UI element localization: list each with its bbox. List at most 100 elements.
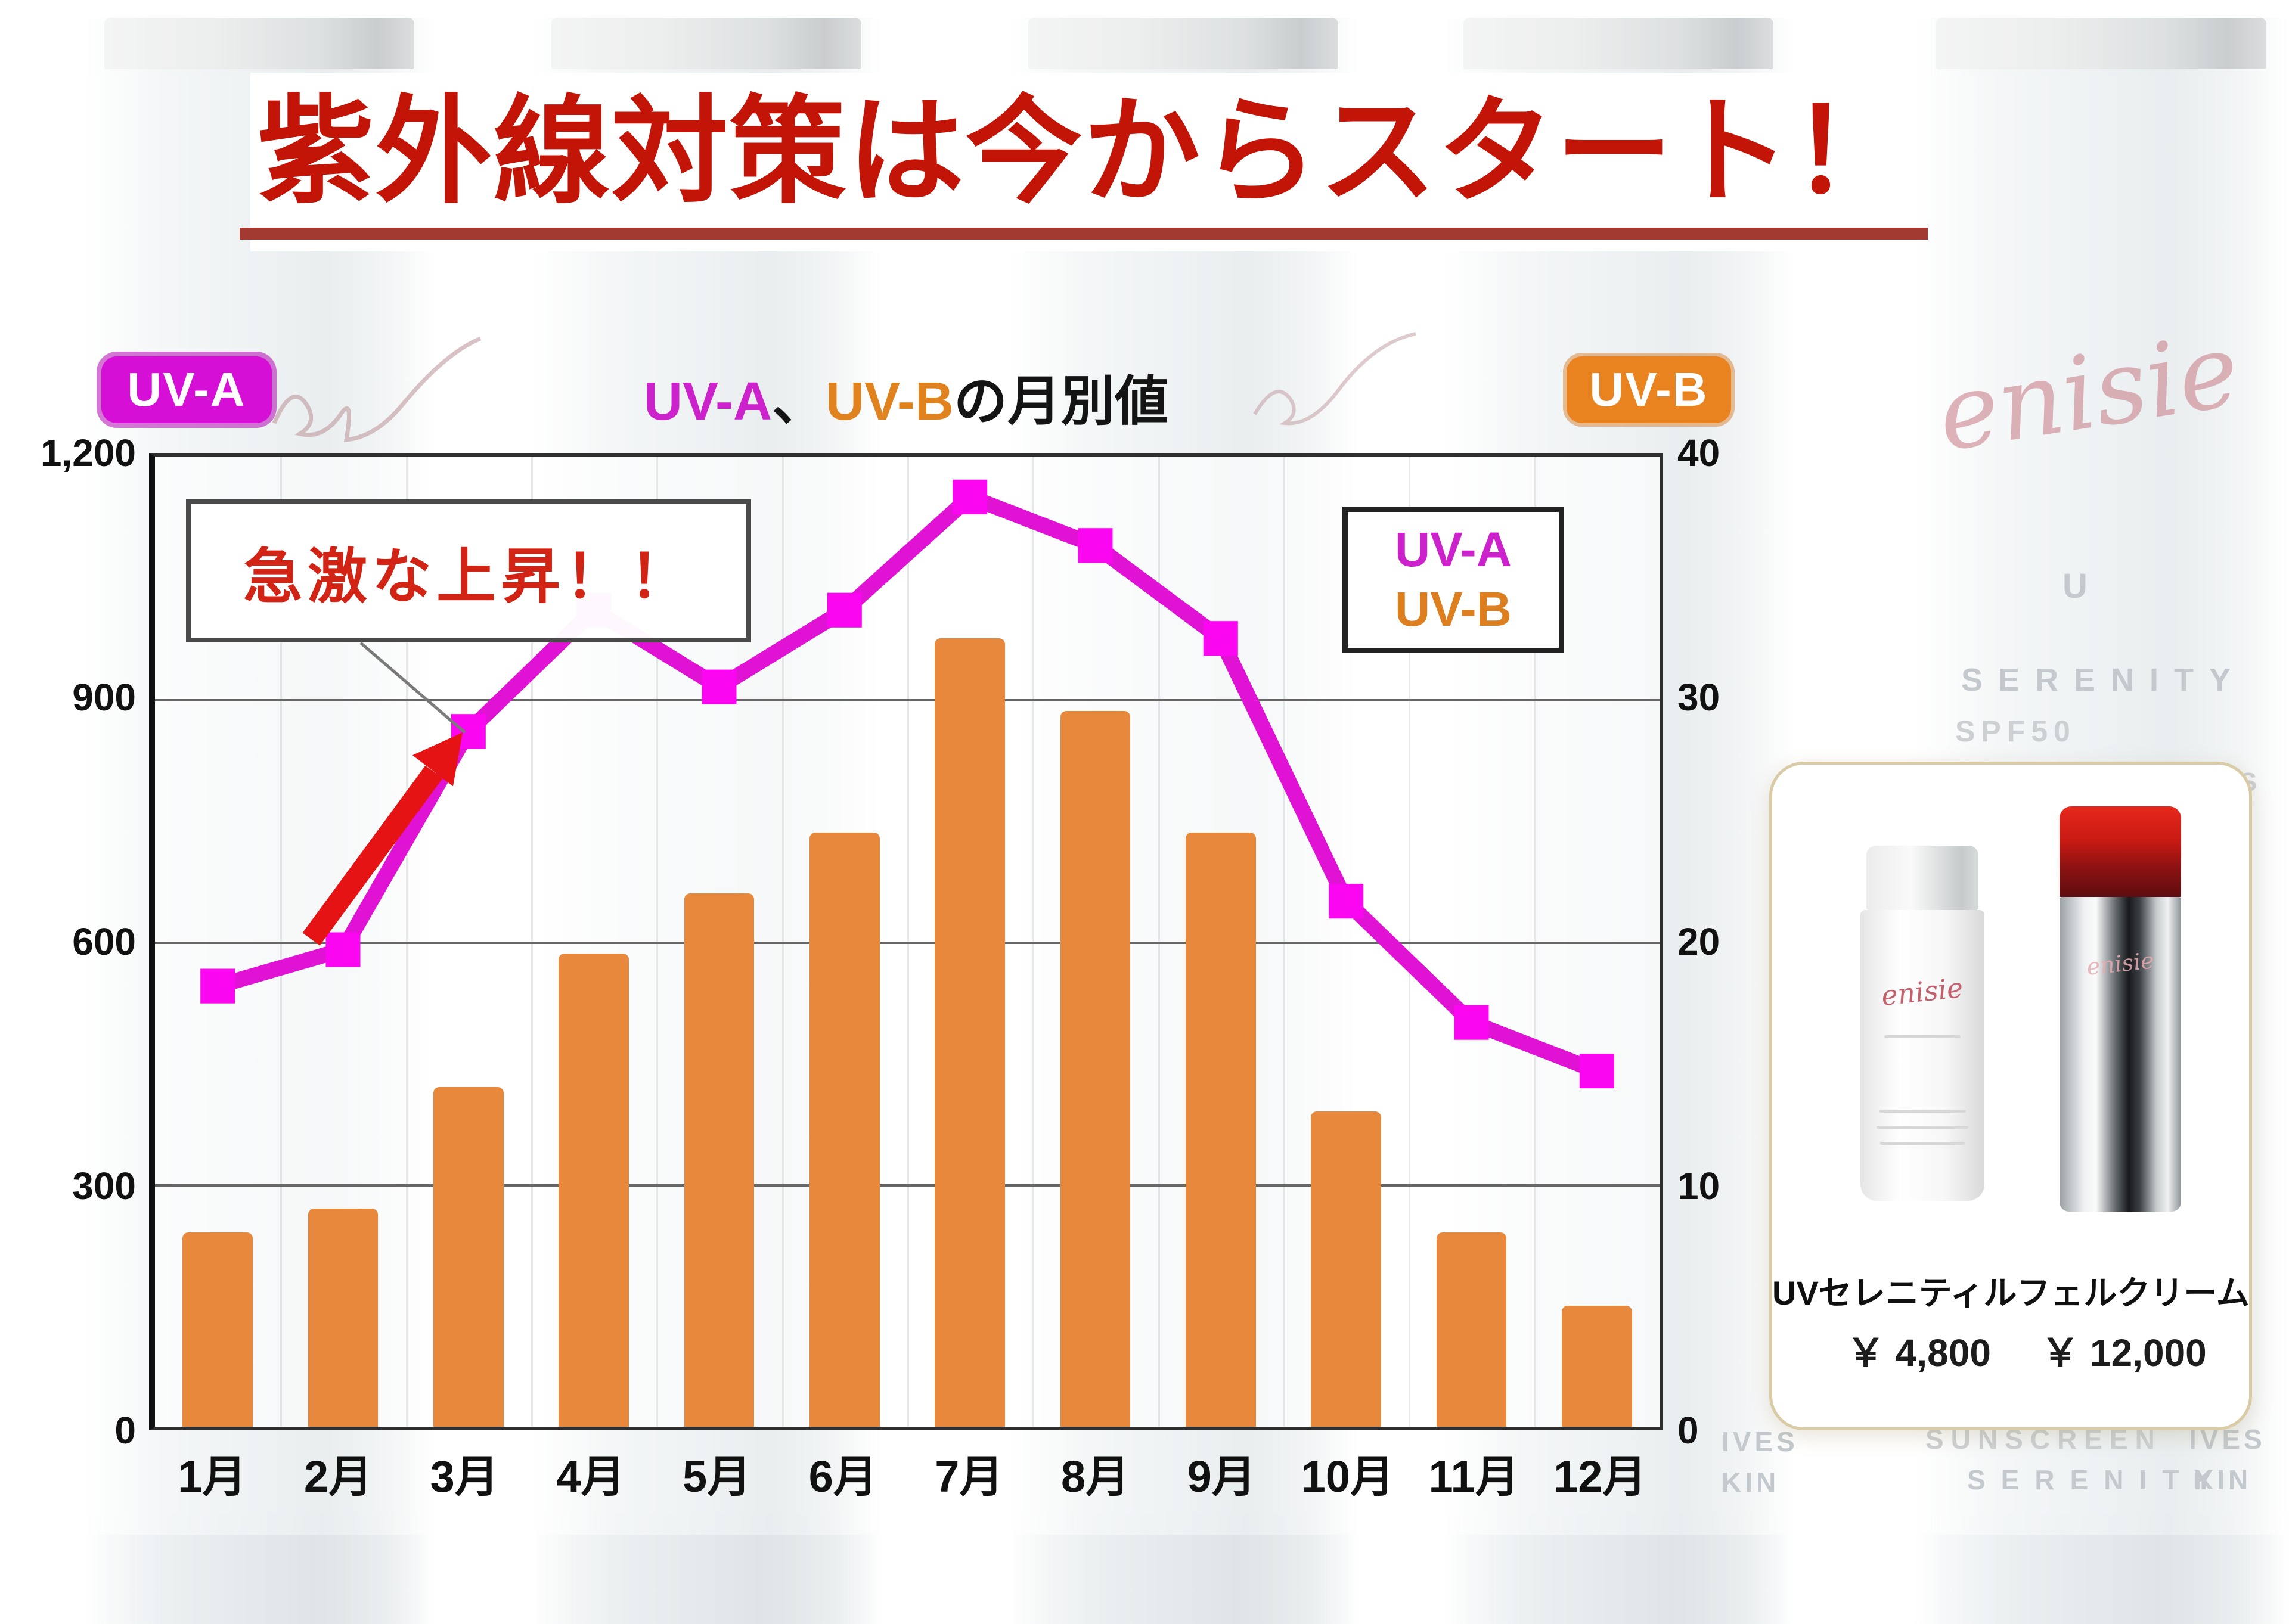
bar-slot — [280, 457, 405, 1427]
bar-slot — [1409, 457, 1534, 1427]
month-label: 10月 — [1301, 1452, 1395, 1501]
uvb-bar — [308, 1208, 379, 1427]
gridline-600 — [155, 942, 1660, 944]
uva-data-point — [1078, 528, 1113, 563]
background-spf-text: SPF50 — [1955, 715, 2076, 748]
uvb-badge-label: UV-B — [1589, 363, 1708, 416]
bottle-base-shadow — [1007, 1535, 1359, 1624]
background-kin-text: KIN — [1722, 1467, 1780, 1498]
axis-tick-label: 10 — [1677, 1165, 1720, 1207]
uvb-bar — [684, 893, 755, 1427]
month-label: 1月 — [178, 1452, 247, 1501]
month-label: 6月 — [808, 1452, 877, 1501]
red-arrow-head — [412, 732, 463, 787]
bottle-base-shadow — [531, 1535, 882, 1624]
uvb-bar — [1311, 1111, 1381, 1427]
uvb-bar — [1561, 1305, 1632, 1427]
chart-title: UV-A、UV-Bの月別値 — [149, 358, 1663, 435]
label-text-line — [1880, 1142, 1965, 1145]
bottle-base-shadow — [83, 1535, 435, 1624]
bottle-cap-shape — [1463, 18, 1773, 69]
background-brand-serenity: SERENITY — [1961, 662, 2247, 698]
uvb-bar-series — [155, 457, 1660, 1427]
price-right: ￥ 12,000 — [2041, 1331, 2207, 1374]
month-label: 11月 — [1428, 1452, 1519, 1501]
label-text-line — [1877, 1126, 1968, 1129]
bottle-base-shadow — [1443, 1535, 1794, 1624]
label-text-line — [1884, 1035, 1961, 1038]
gridline-300 — [155, 1184, 1660, 1187]
white-bottle-logo: enisie — [1879, 971, 1965, 1013]
uva-data-point — [1203, 621, 1238, 656]
bar-slot — [1032, 457, 1158, 1427]
red-bottle-cap — [2060, 806, 2181, 897]
bottle-base-shadow — [1913, 1535, 2289, 1624]
uvb-bar — [559, 954, 629, 1427]
background-brand-u: U — [2062, 567, 2091, 605]
chart-title-suffix: の月別値 — [954, 372, 1169, 431]
bar-slot — [782, 457, 907, 1427]
price-left: ￥ 4,800 — [1847, 1331, 1991, 1374]
headline-text: 紫外線対策は今からスタート！ — [239, 85, 1928, 240]
uvb-bar — [809, 832, 880, 1427]
gridline-900 — [155, 699, 1660, 701]
axis-tick-label: 0 — [114, 1409, 136, 1452]
bar-slot — [531, 457, 656, 1427]
uva-badge: UV-A — [101, 356, 272, 423]
red-arrow-shaft — [302, 765, 443, 946]
white-bottle-cap — [1866, 846, 1978, 910]
uva-badge-label: UV-A — [127, 363, 246, 416]
month-label: 5月 — [682, 1452, 752, 1501]
bar-slot — [1283, 457, 1409, 1427]
uva-data-point — [953, 479, 988, 514]
bottle-cap-shape — [104, 18, 414, 69]
axis-tick-label: 600 — [72, 920, 136, 963]
month-label: 2月 — [303, 1452, 373, 1501]
uvb-badge: UV-B — [1567, 356, 1731, 423]
uva-data-point — [325, 932, 361, 967]
uva-data-point — [200, 968, 235, 1004]
uva-data-point — [827, 592, 862, 628]
bar-slot — [1534, 457, 1660, 1427]
bottle-cap-shape — [551, 18, 861, 69]
background-brand-script: enisie — [1930, 310, 2247, 475]
uvb-bar — [182, 1232, 253, 1427]
axis-tick-label: 1,200 — [40, 431, 136, 474]
axis-tick-label: 0 — [1677, 1409, 1699, 1452]
uva-data-point — [1454, 1005, 1489, 1040]
axis-tick-label: 20 — [1677, 920, 1720, 963]
annotation-arrow-layer — [302, 641, 466, 946]
chrome-bottle-logo: enisie — [2085, 947, 2155, 980]
callout-leader-line — [359, 641, 466, 734]
rapid-rise-callout: 急激な上昇！！ — [186, 499, 751, 642]
month-label: 7月 — [935, 1452, 1004, 1501]
bottle-cap-shape — [1028, 18, 1338, 69]
axis-tick-label: 30 — [1677, 676, 1720, 719]
uvb-bar — [433, 1087, 504, 1427]
chart-plot-area: 急激な上昇！！ UV-A UV-B — [149, 453, 1663, 1430]
uva-data-point — [1579, 1053, 1614, 1089]
bar-slot — [1158, 457, 1283, 1427]
month-label: 9月 — [1187, 1452, 1256, 1501]
product-card: enisie enisie UVセレニティルフェルクリーム ￥ 4,800 ￥ … — [1769, 762, 2252, 1430]
chart-title-comma: 、 — [772, 372, 826, 431]
uvb-bar — [1436, 1232, 1507, 1427]
white-bottle: enisie — [1860, 910, 1984, 1201]
label-text-line — [1879, 1110, 1966, 1113]
background-kin-text: KIN — [2194, 1464, 2252, 1495]
cursive-squiggle-decoration — [272, 336, 482, 442]
rapid-rise-text: 急激な上昇！！ — [243, 543, 694, 610]
legend-uvb-label: UV-B — [1395, 582, 1512, 636]
bar-slot — [406, 457, 531, 1427]
uvb-bar — [1185, 832, 1256, 1427]
axis-tick-label: 900 — [72, 676, 136, 719]
uvb-bar — [935, 638, 1006, 1427]
bar-slot — [155, 457, 280, 1427]
uvb-bar — [1060, 711, 1131, 1427]
bar-slot — [907, 457, 1032, 1427]
bar-slot — [656, 457, 781, 1427]
month-label: 4月 — [556, 1452, 625, 1501]
axis-tick-label: 40 — [1677, 431, 1720, 474]
right-axis-tick-labels: 40 30 20 10 0 — [1677, 431, 1803, 1452]
